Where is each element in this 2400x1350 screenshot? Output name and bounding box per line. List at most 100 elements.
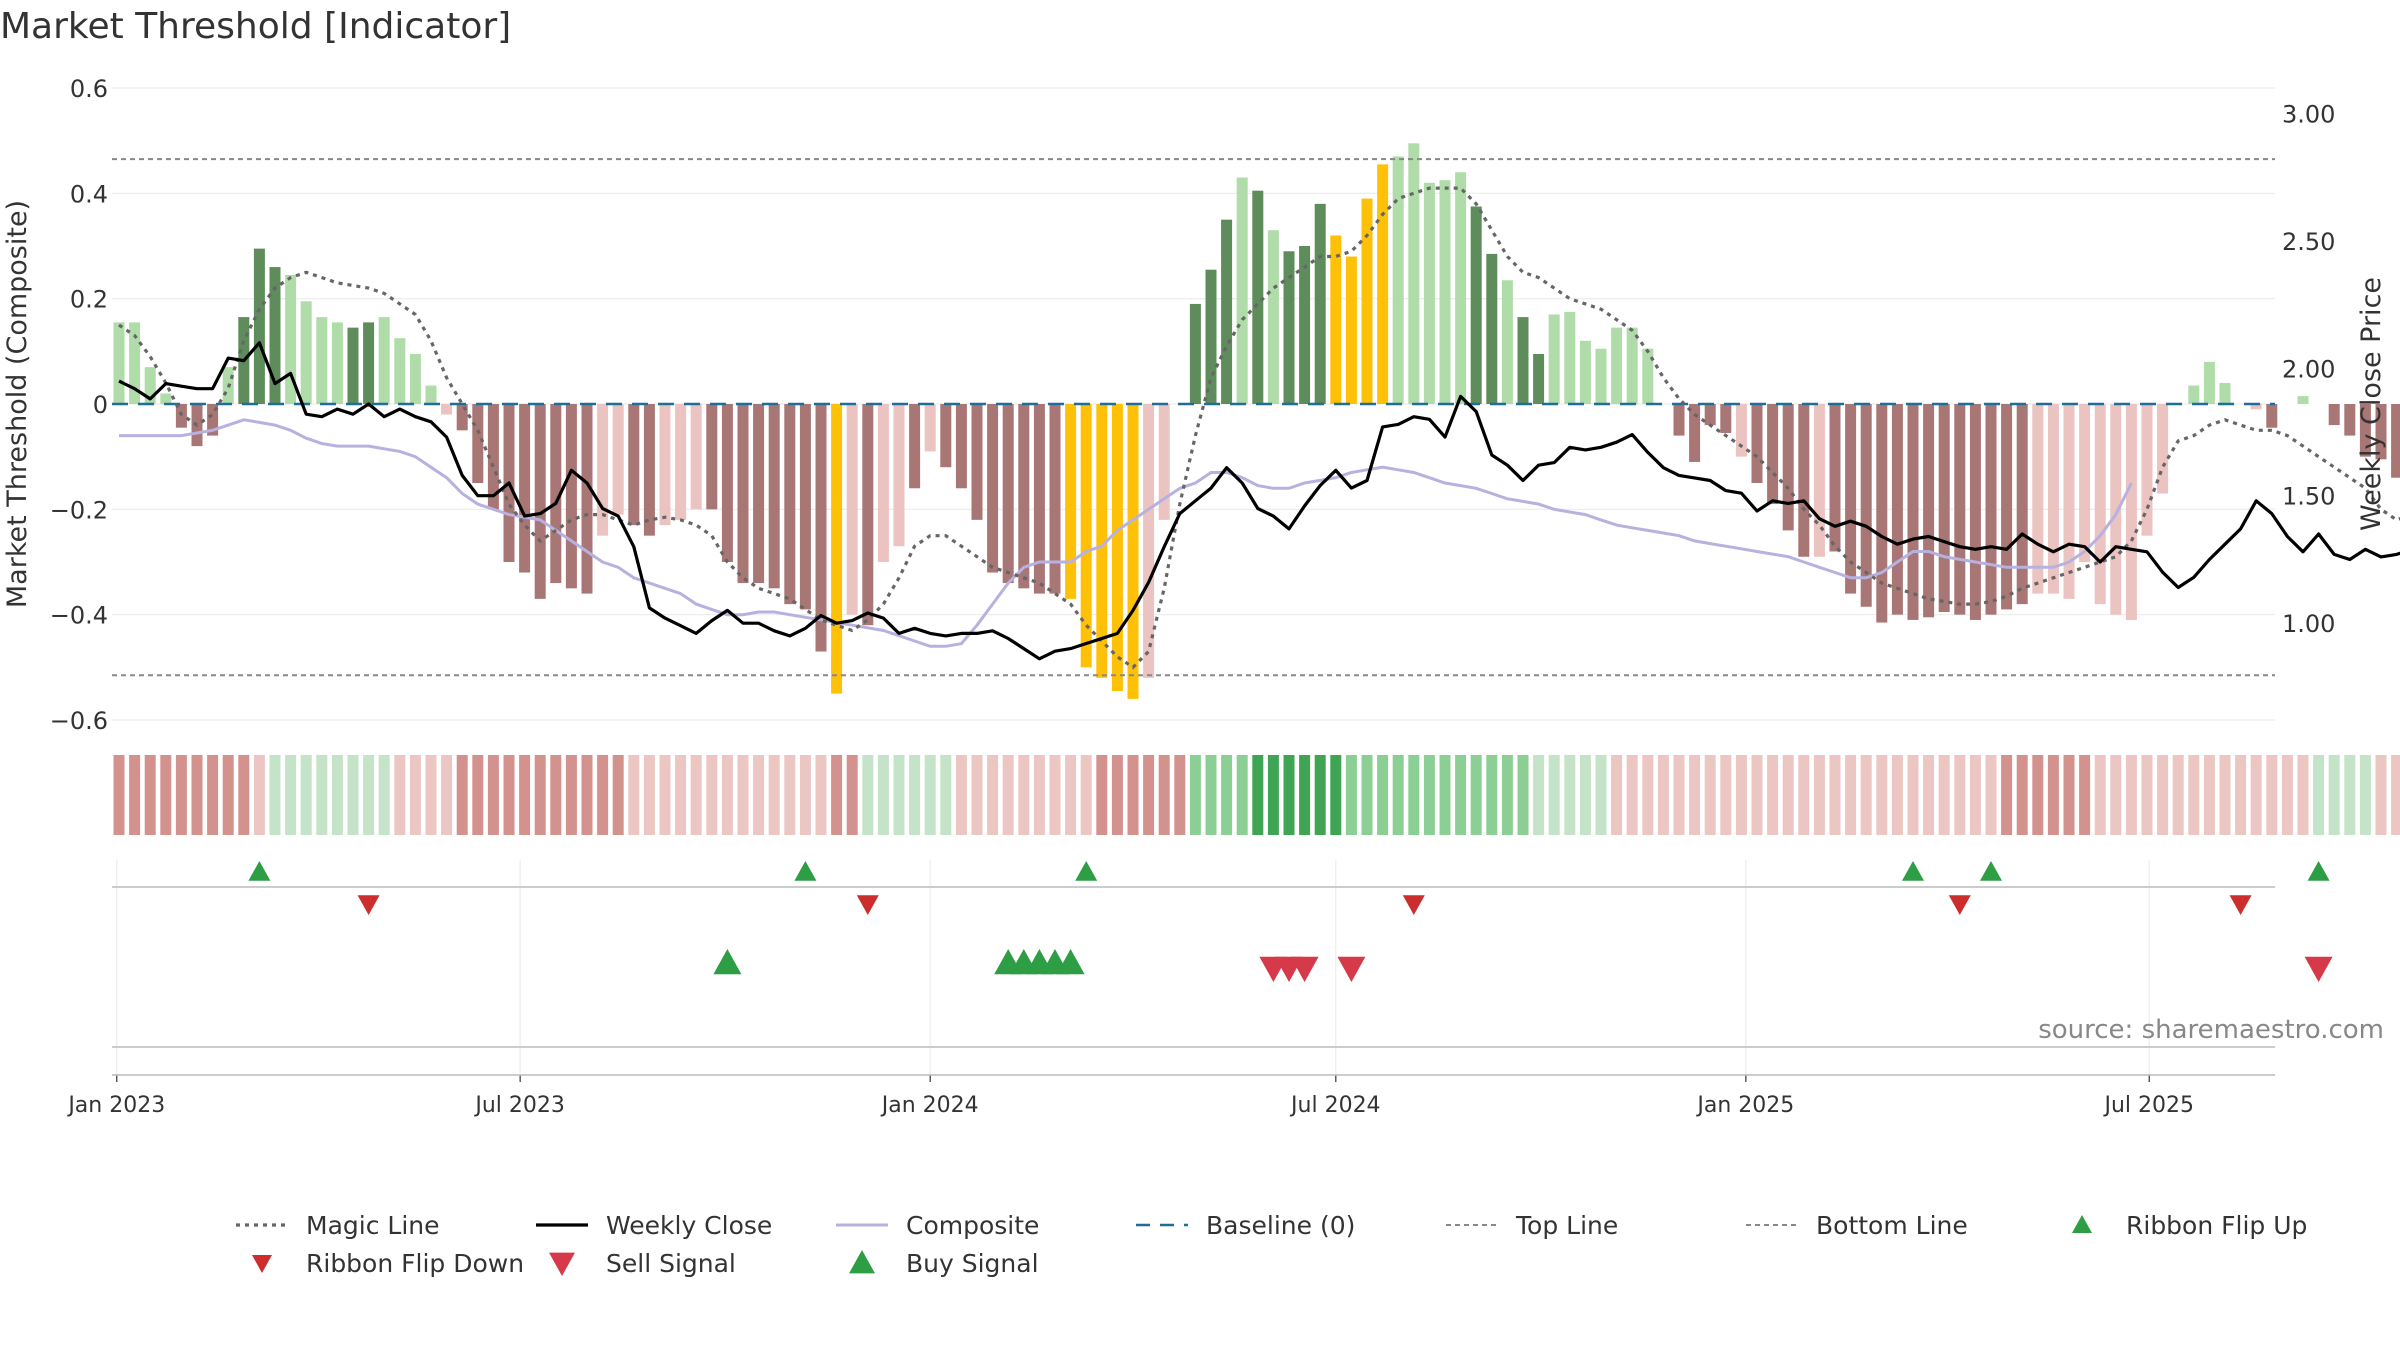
ribbon-cell (129, 755, 141, 835)
ribbon-cell (1408, 755, 1420, 835)
threshold-bar (1969, 404, 1981, 620)
ribbon-cell (1689, 755, 1701, 835)
legend-swatch (1446, 1224, 1498, 1226)
ribbon-cell (1642, 755, 1654, 835)
ribbon-flip-down-marker (1402, 895, 1425, 915)
legend-label: Buy Signal (906, 1248, 1039, 1278)
ribbon-cell (1127, 755, 1139, 835)
threshold-bar (472, 404, 484, 483)
ribbon-cell (612, 755, 624, 835)
ribbon-cell (1221, 755, 1233, 835)
ribbon-cell (175, 755, 187, 835)
threshold-bar (924, 404, 936, 452)
ribbon-cell (2250, 755, 2262, 835)
ribbon-cell (1049, 755, 1061, 835)
threshold-bar (1985, 404, 1997, 615)
threshold-bar (987, 404, 999, 573)
ribbon-cell (1252, 755, 1264, 835)
threshold-bar (1673, 404, 1685, 436)
threshold-bar (877, 404, 889, 562)
x-tick-label: Jan 2024 (880, 1093, 979, 1118)
threshold-bar (1704, 404, 1716, 426)
threshold-bar (940, 404, 952, 468)
threshold-bar (441, 404, 453, 415)
threshold-bar (2375, 404, 2387, 460)
threshold-bar (581, 404, 593, 594)
threshold-bar (1221, 219, 1233, 404)
ribbon-cell (987, 755, 999, 835)
legend-item-magic: Magic Line (230, 1205, 440, 1245)
ribbon-cell (877, 755, 889, 835)
threshold-bar (1033, 404, 1045, 594)
ribbon-cell (940, 755, 952, 835)
threshold-bar (971, 404, 983, 520)
x-tick-label: Jul 2023 (473, 1093, 565, 1118)
ribbon-cell (831, 755, 843, 835)
ribbon-flip-up-marker (794, 861, 817, 881)
ribbon-flip-up-marker (248, 861, 271, 881)
threshold-bar (2047, 404, 2059, 594)
threshold-bar (1751, 404, 1763, 483)
ribbon-flip-down-marker (357, 895, 380, 915)
ribbon-cell (862, 755, 874, 835)
right-tick-label: 1.00 (2282, 610, 2335, 638)
threshold-bar (1330, 235, 1342, 404)
threshold-bar (1595, 348, 1607, 404)
ribbon-cell (2063, 755, 2075, 835)
ribbon-cell (1891, 755, 1903, 835)
threshold-bar (253, 248, 265, 404)
ribbon-cell (2001, 755, 2013, 835)
threshold-bar (612, 404, 624, 515)
ribbon-cell (378, 755, 390, 835)
left-tick-label: 0.4 (70, 180, 108, 208)
ribbon-cell (628, 755, 640, 835)
threshold-bar (1439, 180, 1451, 404)
threshold-bar (597, 404, 609, 536)
legend-item-flip-down: Ribbon Flip Down (230, 1243, 524, 1283)
threshold-bar (2110, 404, 2122, 615)
composite-line (119, 418, 2133, 648)
threshold-bar (129, 322, 141, 404)
threshold-bar (2219, 382, 2231, 404)
ribbon-cell (1517, 755, 1529, 835)
legend-label: Weekly Close (606, 1210, 773, 1240)
ribbon-cell (1673, 755, 1685, 835)
legend-triangle-icon (549, 1252, 575, 1276)
threshold-bar (909, 404, 921, 489)
ribbon-cell (581, 755, 593, 835)
threshold-bar (1564, 311, 1576, 404)
threshold-bar (628, 404, 640, 526)
threshold-bar (1049, 404, 1061, 594)
ribbon-cell (425, 755, 437, 835)
threshold-bar (207, 404, 219, 436)
legend-swatch (2072, 1215, 2092, 1233)
ribbon-cell (955, 755, 967, 835)
threshold-bar (2157, 404, 2169, 494)
ribbon-flip-up-marker (1902, 861, 1924, 881)
sell-signal-marker (1290, 956, 1319, 982)
right-axis-title: Weekly Close Price (2356, 277, 2387, 531)
threshold-bar (1517, 317, 1529, 404)
ribbon-cell (2094, 755, 2106, 835)
threshold-bar (862, 404, 874, 626)
threshold-bar (1423, 182, 1435, 404)
threshold-bar (2001, 404, 2013, 610)
ribbon-cell (2266, 755, 2278, 835)
threshold-bar (2079, 404, 2091, 562)
threshold-bar (799, 404, 811, 610)
ribbon-cell (472, 755, 484, 835)
threshold-bar (1642, 348, 1654, 404)
legend-swatch (1136, 1223, 1188, 1227)
threshold-bar (1096, 404, 1108, 678)
threshold-bar (2297, 396, 2309, 404)
threshold-bar (1876, 404, 1888, 623)
right-tick-label: 2.00 (2282, 355, 2335, 383)
legend-triangle-icon (252, 1255, 272, 1273)
threshold-bar (2266, 404, 2278, 428)
left-tick-label: −0.6 (50, 707, 108, 735)
ribbon-cell (316, 755, 328, 835)
x-tick-label: Jul 2024 (1289, 1093, 1381, 1118)
ribbon-cell (909, 755, 921, 835)
ribbon-flip-up-marker (1075, 861, 1098, 881)
threshold-bar (675, 404, 687, 520)
